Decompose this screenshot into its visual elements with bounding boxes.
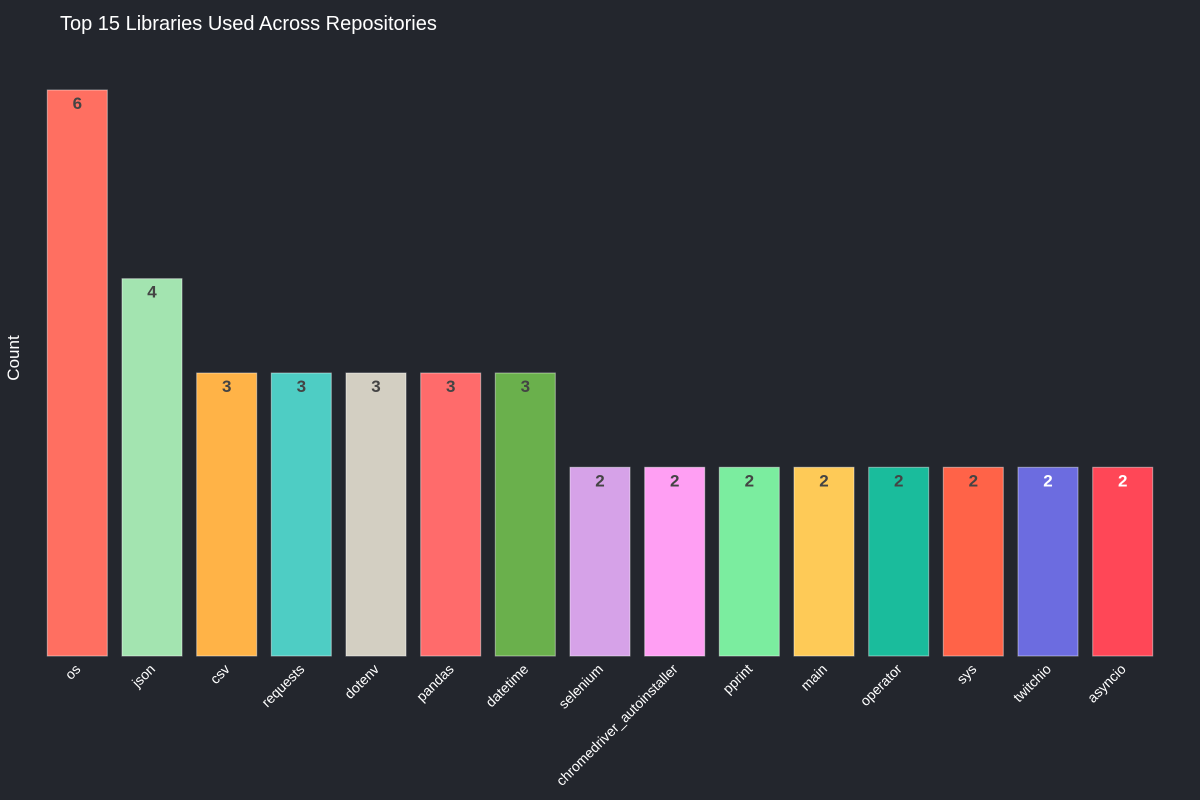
x-tick-label-sys: sys bbox=[953, 661, 979, 687]
x-tick-label-requests: requests bbox=[258, 661, 307, 710]
x-tick-label-chromedriver_autoinstaller: chromedriver_autoinstaller bbox=[553, 661, 681, 789]
value-label-operator: 2 bbox=[894, 471, 903, 490]
value-label-chromedriver_autoinstaller: 2 bbox=[670, 471, 679, 490]
chart-title: Top 15 Libraries Used Across Repositorie… bbox=[60, 13, 437, 35]
x-tick-label-twitchio: twitchio bbox=[1010, 661, 1054, 705]
bars-group bbox=[46, 89, 1154, 657]
bar-twitchio bbox=[1017, 466, 1079, 657]
bar-requests bbox=[270, 372, 332, 657]
x-tick-label-datetime: datetime bbox=[482, 661, 531, 710]
bar-chromedriver_autoinstaller bbox=[644, 466, 706, 657]
y-axis-title: Count bbox=[4, 335, 23, 381]
bar-dotenv bbox=[345, 372, 407, 657]
value-label-pprint: 2 bbox=[745, 471, 754, 490]
value-label-pandas: 3 bbox=[446, 377, 455, 396]
value-label-json: 4 bbox=[147, 283, 157, 302]
value-labels-group: 6 4 3 3 3 3 3 2 2 2 2 2 2 2 2 bbox=[73, 94, 1128, 490]
bar-sys bbox=[942, 466, 1004, 657]
x-tick-label-asyncio: asyncio bbox=[1084, 661, 1129, 706]
bar-datetime bbox=[494, 372, 556, 657]
bar-json bbox=[121, 278, 183, 657]
x-tick-label-dotenv: dotenv bbox=[341, 661, 382, 702]
x-tick-label-csv: csv bbox=[207, 661, 233, 687]
bar-pprint bbox=[718, 466, 780, 657]
bar-pandas bbox=[420, 372, 482, 657]
x-tick-label-main: main bbox=[797, 661, 830, 694]
value-label-datetime: 3 bbox=[521, 377, 530, 396]
value-label-sys: 2 bbox=[969, 471, 978, 490]
value-label-twitchio: 2 bbox=[1043, 471, 1052, 490]
x-tick-label-os: os bbox=[62, 661, 84, 683]
value-label-selenium: 2 bbox=[595, 471, 604, 490]
value-label-os: 6 bbox=[73, 94, 82, 113]
x-tick-label-operator: operator bbox=[857, 661, 905, 709]
bar-main bbox=[793, 466, 855, 657]
value-label-dotenv: 3 bbox=[371, 377, 380, 396]
x-tick-labels-group: os json csv requests dotenv pandas datetime sel… bbox=[62, 661, 1129, 789]
bar-asyncio bbox=[1092, 466, 1154, 657]
x-tick-label-pandas: pandas bbox=[413, 661, 457, 705]
bar-csv bbox=[196, 372, 258, 657]
bar-operator bbox=[868, 466, 930, 657]
x-tick-label-selenium: selenium bbox=[555, 661, 606, 712]
x-tick-label-pprint: pprint bbox=[719, 661, 755, 697]
value-label-asyncio: 2 bbox=[1118, 471, 1127, 490]
value-label-requests: 3 bbox=[297, 377, 306, 396]
x-tick-label-json: json bbox=[128, 661, 158, 691]
value-label-csv: 3 bbox=[222, 377, 231, 396]
value-label-main: 2 bbox=[819, 471, 828, 490]
bar-selenium bbox=[569, 466, 631, 657]
bar-os bbox=[46, 89, 108, 657]
